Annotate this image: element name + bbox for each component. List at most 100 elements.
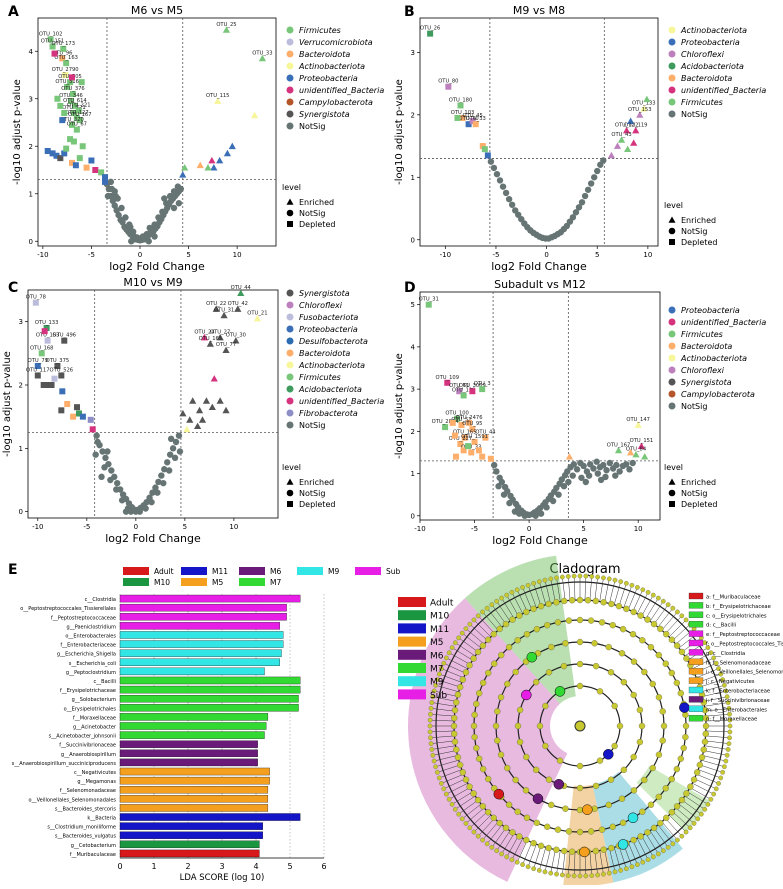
clade-node bbox=[450, 722, 458, 730]
notsig-point bbox=[570, 461, 578, 468]
clade-node bbox=[698, 754, 706, 761]
clade-leaf-node bbox=[434, 677, 440, 682]
clade-branch bbox=[573, 578, 576, 601]
clade-leaf-node bbox=[650, 592, 656, 598]
clade-branch bbox=[699, 680, 721, 688]
clade-node bbox=[544, 823, 551, 830]
level-legend-label: Depleted bbox=[299, 220, 335, 229]
depleted-point bbox=[469, 426, 476, 433]
otu-label: OTU_67 bbox=[67, 122, 87, 128]
level-legend-swatch bbox=[286, 198, 294, 205]
clade-leaf-node bbox=[525, 582, 531, 588]
clade-node bbox=[565, 617, 573, 624]
clade-node bbox=[636, 706, 644, 714]
notsig-point bbox=[593, 458, 600, 465]
clade-node bbox=[694, 769, 701, 776]
clade-leaf-node bbox=[428, 735, 433, 741]
clade-leaf-node bbox=[635, 862, 640, 867]
notsig-point bbox=[613, 461, 620, 469]
clade-leaf-node bbox=[430, 752, 436, 758]
clade-leaf-node bbox=[606, 870, 612, 876]
clade-branch bbox=[594, 851, 598, 874]
clade-node bbox=[600, 599, 607, 606]
clade-leaf-node bbox=[484, 841, 490, 847]
clade-leaf-node bbox=[467, 621, 473, 627]
clade-leaf-node bbox=[554, 871, 559, 877]
y-tick-label: 1 bbox=[29, 190, 33, 198]
lda-category-label: s__Clostridium_moniliforme bbox=[47, 825, 116, 831]
clade-branch bbox=[672, 811, 689, 827]
clade-branch bbox=[497, 602, 511, 622]
notsig-point bbox=[169, 445, 177, 452]
x-tick-label: 2 bbox=[185, 862, 190, 871]
otu-label: OTU_42 bbox=[228, 301, 248, 307]
otu-label: OTU_100 bbox=[445, 411, 469, 417]
clado-key-label: b: f__Erysipelotrichaceae bbox=[706, 604, 771, 610]
notsig-point bbox=[575, 204, 583, 211]
clade-node bbox=[639, 808, 646, 815]
clade-node bbox=[523, 753, 530, 761]
clade-branch bbox=[467, 807, 485, 823]
clade-leaf-node bbox=[612, 869, 618, 875]
x-tick-label: -10 bbox=[440, 251, 451, 259]
enriched-point bbox=[627, 117, 635, 124]
notsig-point bbox=[112, 192, 119, 200]
notsig-point bbox=[170, 204, 178, 212]
notsig-point bbox=[166, 192, 174, 200]
clade-branch bbox=[523, 589, 533, 610]
clade-branch bbox=[439, 764, 461, 772]
clade-node bbox=[668, 809, 676, 816]
panel-letter: C bbox=[8, 280, 18, 296]
clade-node bbox=[619, 626, 627, 633]
notsig-point bbox=[143, 230, 150, 238]
clado-key-label: f: o__Peptostreptococcales_Tiss bbox=[706, 642, 783, 648]
clade-leaf-node bbox=[589, 574, 595, 579]
level-legend-title: level bbox=[664, 463, 683, 472]
depleted-point bbox=[70, 138, 77, 145]
clado-key-swatch bbox=[688, 630, 704, 637]
level-legend-label: Enriched bbox=[299, 478, 334, 487]
clade-node bbox=[533, 626, 541, 633]
lda-category-label: s__Acinetobacter_johnsonii bbox=[49, 734, 116, 740]
clade-branch bbox=[441, 674, 462, 683]
lda-legend-label: M7 bbox=[270, 578, 281, 587]
clado-legend-swatch bbox=[398, 597, 426, 607]
legend-label: Synergistota bbox=[299, 110, 350, 119]
clade-node bbox=[505, 644, 513, 651]
lda-category-label: g__Megamonas bbox=[77, 779, 116, 785]
notsig-point bbox=[521, 512, 528, 519]
clade-branch bbox=[604, 849, 610, 872]
clade-branch bbox=[696, 669, 717, 679]
depleted-point bbox=[54, 363, 61, 369]
enriched-point bbox=[637, 442, 646, 449]
lda-bar bbox=[119, 822, 263, 830]
clade-branch bbox=[463, 803, 482, 818]
clade-node bbox=[454, 691, 462, 698]
x-axis-label: LDA SCORE (log 10) bbox=[180, 873, 265, 883]
clade-leaf-node bbox=[456, 811, 461, 817]
x-tick-label: 0 bbox=[544, 251, 548, 259]
clade-node bbox=[523, 608, 530, 616]
clade-leaf-node bbox=[565, 574, 571, 579]
notsig-point bbox=[167, 435, 175, 443]
clado-legend-label: M9 bbox=[430, 678, 444, 688]
volcano-panel-a: A M6 vs M5 -10 -5 0 5 10 0 1 2 3 4 log2 Fold Change -… bbox=[8, 4, 384, 273]
otu-label: OTU_151 bbox=[630, 438, 654, 444]
clade-branch bbox=[437, 685, 459, 693]
depleted-point bbox=[63, 60, 70, 67]
clade-node bbox=[553, 846, 560, 853]
notsig-point bbox=[573, 466, 581, 473]
clade-leaf-node bbox=[548, 576, 554, 582]
clado-key-swatch bbox=[688, 696, 704, 703]
clade-leaf-node bbox=[443, 655, 449, 661]
clade-leaf-node bbox=[727, 729, 733, 735]
lda-bar bbox=[119, 776, 270, 785]
otu-label: OTU_84 bbox=[626, 447, 647, 453]
clade-branch bbox=[436, 755, 458, 761]
notsig-point bbox=[594, 470, 602, 477]
notsig-point bbox=[155, 214, 162, 221]
depleted-point bbox=[458, 422, 465, 428]
clade-branch bbox=[653, 606, 668, 625]
clade-branch bbox=[609, 582, 615, 604]
enriched-point bbox=[251, 111, 259, 119]
